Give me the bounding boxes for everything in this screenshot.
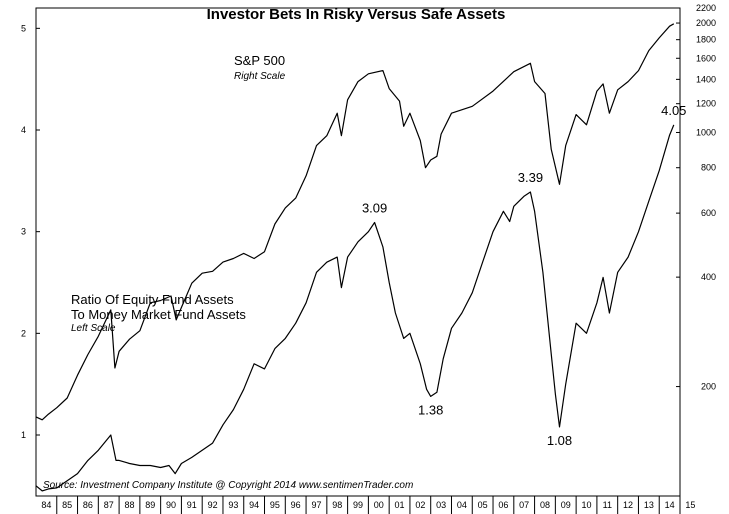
ratio-label-line-1: Ratio Of Equity Fund Assets bbox=[71, 292, 234, 307]
data-annotation: 3.39 bbox=[518, 170, 543, 185]
x-axis-tick-label: 00 bbox=[374, 500, 384, 510]
x-axis-tick-label: 13 bbox=[644, 500, 654, 510]
chart-title: Investor Bets In Risky Versus Safe Asset… bbox=[207, 6, 506, 23]
x-axis-tick-label: 15 bbox=[685, 500, 695, 510]
ratio-label: Ratio Of Equity Fund Assets To Money Mar… bbox=[71, 292, 246, 322]
left-axis-tick-label: 1 bbox=[21, 430, 26, 440]
x-axis-tick-label: 89 bbox=[145, 500, 155, 510]
x-axis-tick-label: 11 bbox=[603, 500, 612, 510]
x-axis-tick-label: 90 bbox=[166, 500, 176, 510]
sp500-label: S&P 500 bbox=[234, 53, 285, 68]
x-axis-tick-label: 88 bbox=[124, 500, 134, 510]
data-annotation: 1.08 bbox=[547, 433, 572, 448]
x-axis-tick-label: 95 bbox=[270, 500, 280, 510]
x-axis-tick-label: 01 bbox=[395, 500, 405, 510]
ratio-label-line-2: To Money Market Fund Assets bbox=[71, 307, 246, 322]
x-axis-tick-label: 98 bbox=[332, 500, 342, 510]
x-axis-tick-label: 86 bbox=[83, 500, 93, 510]
right-axis-tick-label: 200 bbox=[701, 382, 716, 392]
x-axis-tick-label: 05 bbox=[478, 500, 488, 510]
left-axis-tick-label: 3 bbox=[21, 227, 26, 237]
plot-frame bbox=[35, 7, 681, 497]
right-axis-tick-label: 1600 bbox=[696, 53, 716, 63]
right-axis-tick-label: 1200 bbox=[696, 99, 716, 109]
x-axis-tick-label: 99 bbox=[353, 500, 363, 510]
right-axis-tick-label: 2000 bbox=[696, 18, 716, 28]
x-axis-tick-label: 92 bbox=[208, 500, 218, 510]
source-note: Source: Investment Company Institute @ C… bbox=[43, 480, 413, 491]
x-axis-tick-label: 96 bbox=[291, 500, 301, 510]
left-axis-tick-label: 2 bbox=[21, 328, 26, 338]
right-axis-tick-label: 1400 bbox=[696, 74, 716, 84]
x-axis-tick-label: 91 bbox=[187, 500, 197, 510]
x-axis-tick-label: 04 bbox=[457, 500, 467, 510]
x-axis-tick-label: 07 bbox=[519, 500, 529, 510]
x-axis-tick-label: 87 bbox=[104, 500, 114, 510]
x-axis-tick-label: 12 bbox=[623, 500, 633, 510]
ratio-line bbox=[35, 124, 675, 492]
x-axis-tick-label: 02 bbox=[415, 500, 425, 510]
data-annotation: 1.38 bbox=[418, 402, 443, 417]
left-axis-tick-label: 4 bbox=[21, 125, 26, 135]
data-annotation: 4.05 bbox=[661, 103, 686, 118]
x-axis-tick-label: 03 bbox=[436, 500, 446, 510]
data-annotation: 3.09 bbox=[362, 201, 387, 216]
x-axis-tick-label: 84 bbox=[41, 500, 51, 510]
x-axis-tick-label: 85 bbox=[62, 500, 72, 510]
x-axis-tick-label: 97 bbox=[311, 500, 321, 510]
plot-area: 1234520040060080010001200140016001800200… bbox=[21, 3, 716, 514]
right-axis-tick-label: 800 bbox=[701, 163, 716, 173]
x-axis-tick-label: 10 bbox=[582, 500, 592, 510]
x-axis-tick-label: 94 bbox=[249, 500, 259, 510]
right-axis-tick-label: 600 bbox=[701, 208, 716, 218]
x-axis-tick-label: 06 bbox=[498, 500, 508, 510]
right-axis-tick-label: 1800 bbox=[696, 35, 716, 45]
ratio-scale-label: Left Scale bbox=[71, 323, 116, 334]
x-axis-tick-label: 08 bbox=[540, 500, 550, 510]
x-axis-tick-label: 14 bbox=[665, 500, 675, 510]
right-axis-tick-label: 2200 bbox=[696, 3, 716, 13]
x-axis-tick-label: 93 bbox=[228, 500, 238, 510]
x-axis-tick-label: 09 bbox=[561, 500, 571, 510]
sp500-line bbox=[35, 23, 675, 421]
sp500-scale-label: Right Scale bbox=[234, 71, 286, 82]
left-axis-tick-label: 5 bbox=[21, 23, 26, 33]
right-axis-tick-label: 400 bbox=[701, 272, 716, 282]
right-axis-tick-label: 1000 bbox=[696, 127, 716, 137]
